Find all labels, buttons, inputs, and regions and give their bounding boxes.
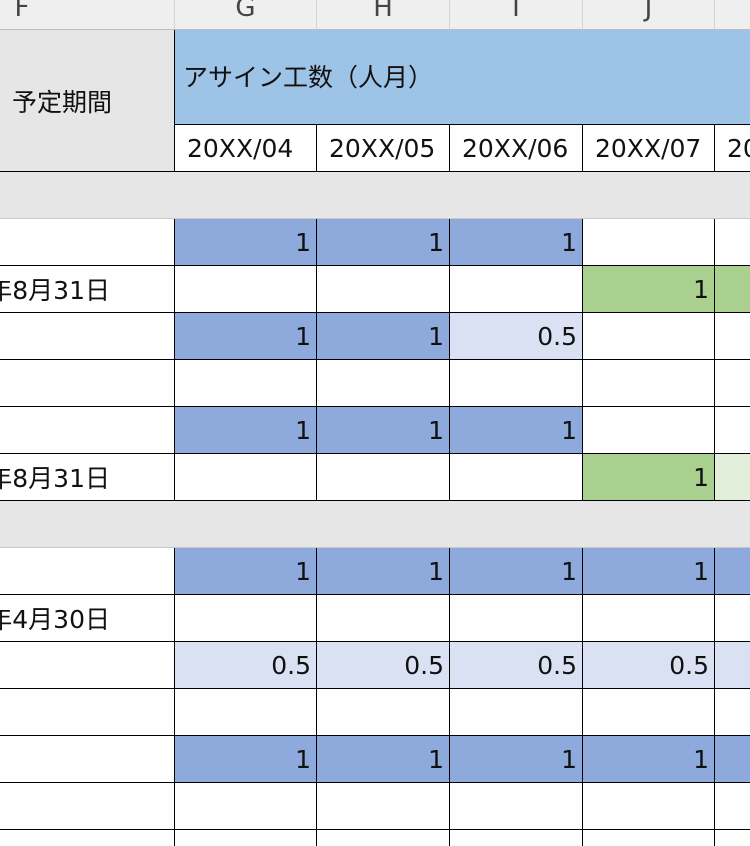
column-header[interactable]: J: [583, 0, 715, 30]
value-cell: [715, 219, 750, 266]
section-row: [0, 501, 750, 548]
value-cell: 1: [583, 548, 715, 595]
assign-header: アサイン工数（人月）: [175, 30, 750, 125]
value-cell: [583, 219, 715, 266]
value-cell: [317, 266, 450, 313]
value-cell: [175, 454, 317, 501]
period-cell: [0, 313, 175, 360]
value-cell: [175, 266, 317, 313]
value-cell: [715, 689, 750, 736]
value-cell: [583, 360, 715, 407]
value-cell: 1: [175, 313, 317, 360]
period-cell: [0, 642, 175, 689]
value-cell: 1: [317, 548, 450, 595]
value-cell: 1: [175, 219, 317, 266]
value-cell: [715, 548, 750, 595]
value-cell: [715, 736, 750, 783]
period-cell: [0, 548, 175, 595]
value-cell: [583, 689, 715, 736]
value-cell: [715, 830, 750, 846]
value-cell: 1: [175, 736, 317, 783]
value-cell: 1: [317, 219, 450, 266]
column-header[interactable]: G: [175, 0, 317, 30]
value-cell: [715, 360, 750, 407]
period-cell: 年8月31日: [0, 266, 175, 313]
value-cell: [175, 360, 317, 407]
value-cell: 1: [450, 736, 583, 783]
section-row: [0, 172, 750, 219]
value-cell: [715, 313, 750, 360]
value-cell: [450, 454, 583, 501]
value-cell: [715, 642, 750, 689]
value-cell: [450, 783, 583, 830]
period-cell: [0, 360, 175, 407]
value-cell: [715, 783, 750, 830]
value-cell: [175, 689, 317, 736]
value-cell: [175, 830, 317, 846]
value-cell: [583, 407, 715, 454]
column-header[interactable]: F: [0, 0, 175, 30]
period-cell: [0, 736, 175, 783]
value-cell: [450, 595, 583, 642]
value-cell: [583, 830, 715, 846]
column-header[interactable]: H: [317, 0, 450, 30]
value-cell: [175, 783, 317, 830]
value-cell: 1: [450, 548, 583, 595]
value-cell: 1: [317, 313, 450, 360]
month-header: 20: [715, 125, 750, 172]
month-header: 20XX/04: [175, 125, 317, 172]
value-cell: 1: [450, 407, 583, 454]
value-cell: 1: [583, 266, 715, 313]
month-header: 20XX/07: [583, 125, 715, 172]
value-cell: 1: [317, 407, 450, 454]
value-cell: [317, 689, 450, 736]
value-cell: [317, 830, 450, 846]
value-cell: 1: [317, 736, 450, 783]
value-cell: [583, 783, 715, 830]
value-cell: [175, 595, 317, 642]
value-cell: [450, 830, 583, 846]
value-cell: [317, 783, 450, 830]
period-cell: [0, 407, 175, 454]
value-cell: [317, 454, 450, 501]
value-cell: 1: [583, 736, 715, 783]
value-cell: [583, 313, 715, 360]
value-cell: 0.5: [175, 642, 317, 689]
value-cell: [317, 360, 450, 407]
value-cell: [715, 595, 750, 642]
period-cell: [0, 689, 175, 736]
value-cell: 1: [175, 548, 317, 595]
value-cell: [450, 266, 583, 313]
column-header[interactable]: I: [450, 0, 583, 30]
period-cell: 年4月30日: [0, 595, 175, 642]
period-cell: 年8月31日: [0, 454, 175, 501]
value-cell: 1: [583, 454, 715, 501]
column-header[interactable]: [715, 0, 750, 30]
period-cell: [0, 783, 175, 830]
period-header: 予定期間: [0, 30, 175, 172]
value-cell: [715, 266, 750, 313]
value-cell: [715, 407, 750, 454]
value-cell: [450, 360, 583, 407]
period-cell: [0, 219, 175, 266]
value-cell: [450, 689, 583, 736]
period-cell: [0, 830, 175, 846]
month-header: 20XX/05: [317, 125, 450, 172]
value-cell: 0.5: [450, 642, 583, 689]
value-cell: [715, 454, 750, 501]
value-cell: [583, 595, 715, 642]
value-cell: 0.5: [317, 642, 450, 689]
month-header: 20XX/06: [450, 125, 583, 172]
value-cell: 1: [175, 407, 317, 454]
value-cell: 1: [450, 219, 583, 266]
value-cell: [317, 595, 450, 642]
value-cell: 0.5: [450, 313, 583, 360]
value-cell: 0.5: [583, 642, 715, 689]
